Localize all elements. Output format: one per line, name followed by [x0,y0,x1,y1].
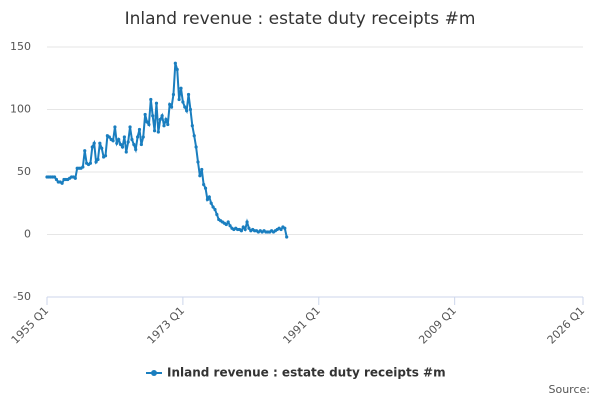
point [215,212,219,217]
point [98,141,102,145]
point [175,67,179,72]
point [137,127,142,132]
point [285,235,289,239]
point [207,195,211,199]
x-tick-label: 2009 Q1 [416,304,459,347]
point [179,86,183,90]
point [185,109,189,113]
point [81,165,85,169]
point [103,154,108,158]
x-tick-label: 2026 Q1 [545,304,588,347]
point [126,140,130,144]
point [164,117,168,122]
y-tick-label: -50 [13,290,31,303]
x-tick-label: 1955 Q1 [9,304,52,347]
point [92,141,96,145]
legend-label: Inland revenue : estate duty receipts #m [167,366,446,380]
point [202,182,206,187]
point [162,124,166,128]
source: Source: [549,383,591,396]
point [224,222,228,227]
point [96,157,100,162]
y-tick-label: 50 [17,165,31,178]
point [132,142,136,147]
point [279,227,283,232]
point [160,114,164,118]
point [122,135,126,139]
point [90,145,94,149]
point [111,139,115,143]
point [245,220,249,224]
point [213,207,217,212]
legend-marker [151,370,157,376]
point [194,145,198,149]
point [200,167,204,172]
point [203,186,208,190]
point [107,135,111,139]
point [196,160,200,164]
point [169,105,174,109]
point [130,137,134,142]
point [181,100,185,104]
point [145,120,149,124]
point [158,117,162,122]
point [154,101,159,105]
point [88,161,93,165]
point [113,125,117,129]
point [54,177,59,182]
point [241,225,245,229]
point [100,146,104,150]
point [198,174,202,178]
point [283,226,287,230]
point [226,220,230,224]
point [52,175,57,179]
point [83,149,87,153]
x-tick-label: 1991 Q1 [280,304,323,347]
point [183,105,187,109]
point [211,205,215,209]
point [134,147,138,152]
point [205,197,210,202]
y-tick-label: 0 [24,228,31,241]
point [192,134,196,138]
point [209,201,213,205]
point [156,130,160,134]
point [139,142,143,147]
y-tick-label: 150 [10,40,31,53]
point [228,224,232,228]
y-tick-label: 100 [10,103,31,116]
point [243,227,247,232]
point [128,125,132,129]
x-tick-label: 1973 Q1 [145,304,188,347]
point [171,92,176,97]
point [115,141,119,145]
point [141,135,145,139]
point [143,112,147,117]
point [147,122,151,127]
point [190,124,194,128]
point [173,61,177,65]
point [60,181,64,185]
point [168,102,172,107]
point [135,135,140,139]
point [117,137,121,142]
point [124,150,128,154]
point [177,97,181,102]
point [166,122,170,127]
series-line [47,62,288,238]
chart-title: Inland revenue : estate duty receipts #m [125,9,476,29]
point [188,107,193,112]
point [94,160,98,164]
point [119,142,123,147]
point [120,145,125,149]
point [73,176,77,180]
point [151,114,155,118]
point [152,129,157,133]
point [239,229,243,233]
point [247,226,251,230]
point [186,92,191,97]
point [149,97,153,102]
